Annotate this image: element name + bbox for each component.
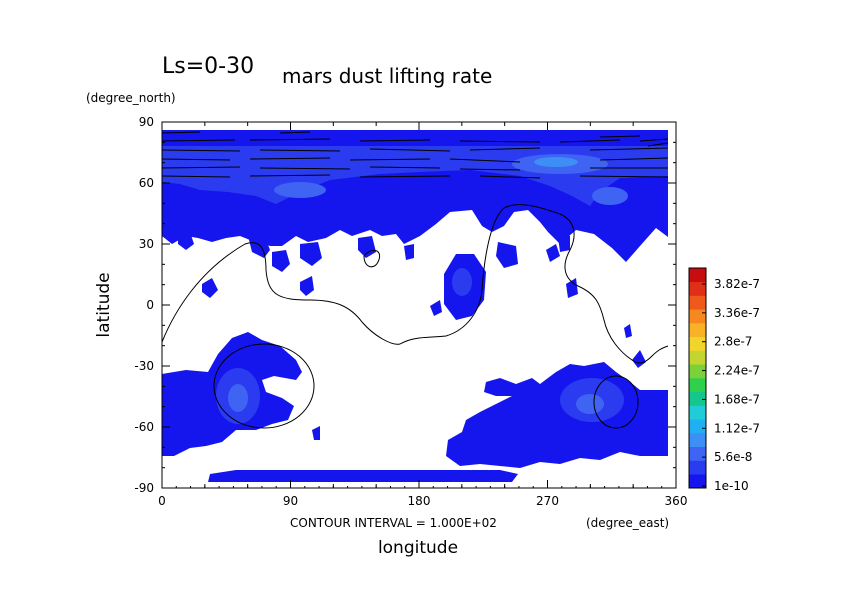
- contour-lines: [161, 131, 669, 429]
- colorbar-label: 2.8e-7: [714, 335, 752, 349]
- colorbar-swatch: [689, 460, 706, 475]
- colorbar-frame: [688, 267, 707, 489]
- contour-interval-note: CONTOUR INTERVAL = 1.000E+02: [290, 516, 497, 530]
- y-tick-label: 90: [139, 115, 154, 129]
- chart-title-prefix: Ls=0-30: [162, 54, 254, 79]
- colorbar-label: 1.12e-7: [714, 421, 760, 435]
- y-tick-label: 0: [146, 298, 154, 312]
- axis-ticks: [161, 121, 677, 489]
- colorbar-swatch: [689, 364, 706, 379]
- y-tick-label: -30: [134, 359, 154, 373]
- y-tick-label: -60: [134, 420, 154, 434]
- x-axis-label: longitude: [378, 538, 458, 558]
- colorbar-swatch: [689, 446, 706, 461]
- colorbar-swatch: [689, 474, 706, 489]
- colorbar-label: 5.6e-8: [714, 450, 752, 464]
- x-tick-label: 360: [665, 494, 688, 508]
- colorbar-swatch: [689, 268, 706, 283]
- y-tick-labels: 90 60 30 0 -30 -60 -90: [134, 115, 154, 495]
- colorbar-label: 1e-10: [714, 479, 749, 493]
- dust-fill-regions: [162, 130, 668, 482]
- colorbar: [688, 267, 707, 489]
- y-tick-label: 60: [139, 176, 154, 190]
- colorbar-swatch: [689, 419, 706, 434]
- y-tick-label: 30: [139, 237, 154, 251]
- y-axis-label: latitude: [94, 272, 114, 337]
- colorbar-swatch: [689, 336, 706, 351]
- colorbar-labels: 3.82e-7 3.36e-7 2.8e-7 2.24e-7 1.68e-7 1.12e-…: [714, 277, 760, 493]
- x-tick-label: 270: [536, 494, 559, 508]
- colorbar-swatch: [689, 281, 706, 296]
- colorbar-swatch: [689, 295, 706, 310]
- y-tick-label: -90: [134, 481, 154, 495]
- colorbar-swatch: [689, 309, 706, 324]
- x-tick-label: 180: [408, 494, 431, 508]
- colorbar-swatch: [689, 405, 706, 420]
- y-units-label: (degree_north): [86, 91, 176, 105]
- x-tick-labels: 0 90 180 270 360: [158, 494, 687, 508]
- colorbar-label: 3.82e-7: [714, 277, 760, 291]
- colorbar-swatch: [689, 323, 706, 338]
- x-tick-label: 0: [158, 494, 166, 508]
- colorbar-swatch: [689, 433, 706, 448]
- x-tick-label: 90: [283, 494, 298, 508]
- x-units-label: (degree_east): [586, 516, 669, 530]
- colorbar-swatch: [689, 378, 706, 393]
- chart-title: mars dust lifting rate: [282, 64, 492, 88]
- colorbar-swatch: [689, 350, 706, 365]
- colorbar-label: 2.24e-7: [714, 364, 760, 378]
- colorbar-swatch: [689, 391, 706, 406]
- colorbar-label: 3.36e-7: [714, 306, 760, 320]
- region-north-max: [534, 157, 578, 167]
- region-south-polar-strip: [208, 470, 518, 482]
- colorbar-label: 1.68e-7: [714, 392, 760, 406]
